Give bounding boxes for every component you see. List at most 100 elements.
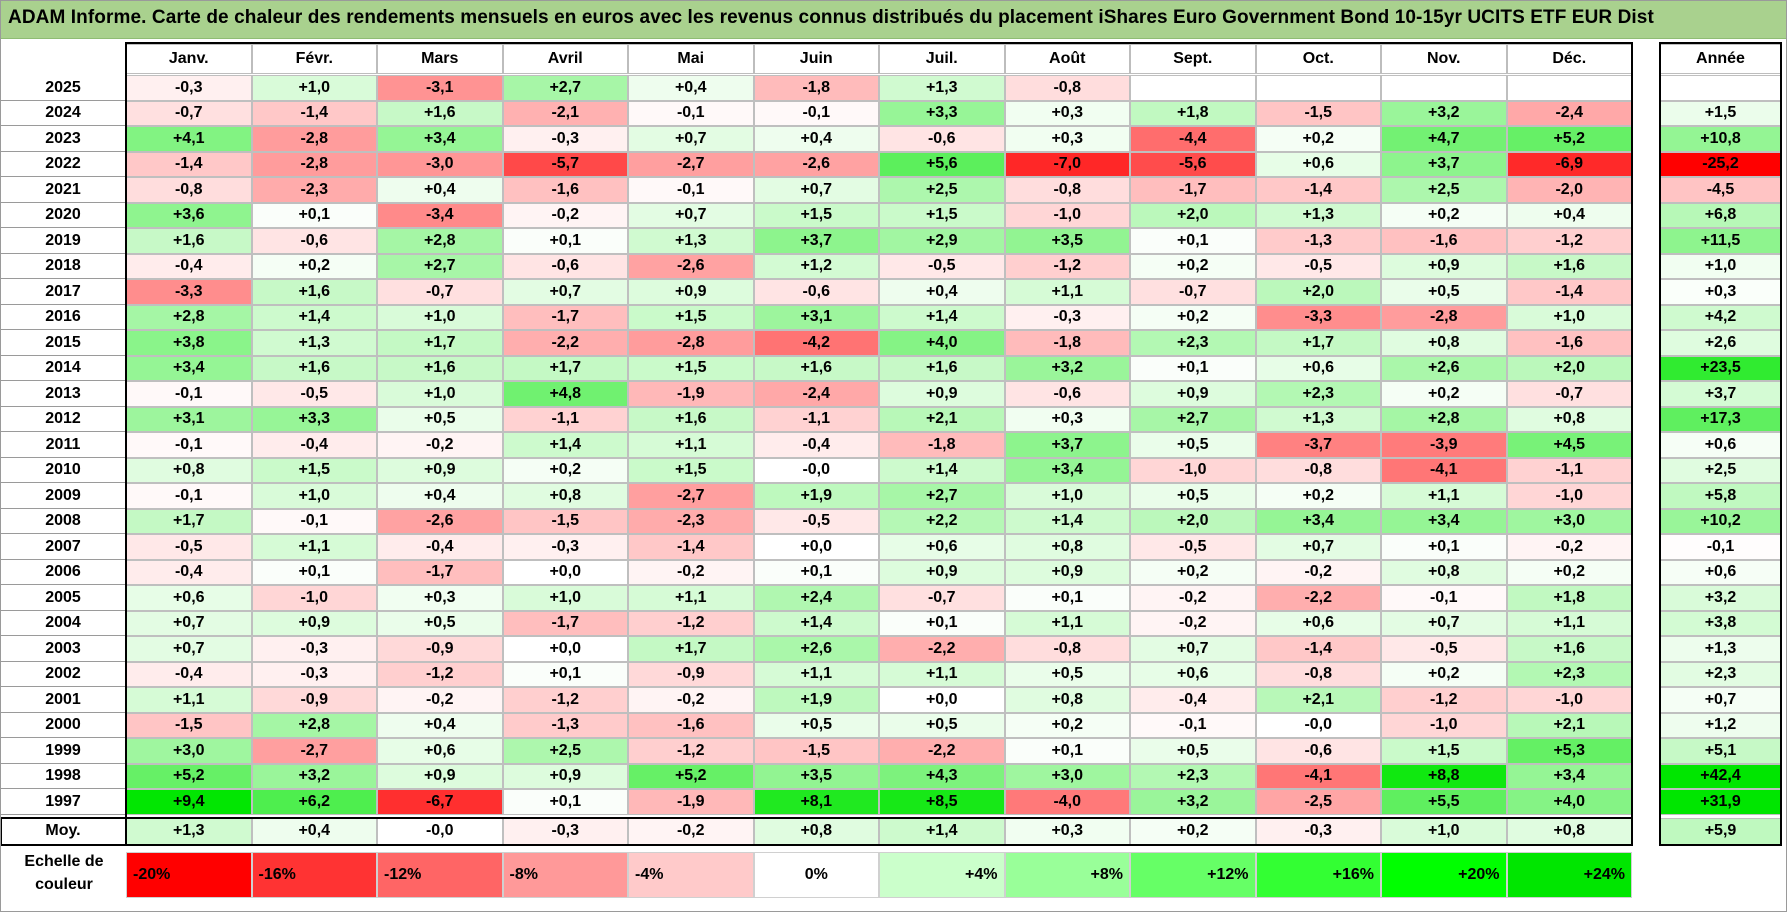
month-header-5: Mai — [628, 44, 754, 74]
heatmap-cell: +2,1 — [1506, 712, 1632, 738]
heatmap-cell: +1,0 — [251, 483, 377, 509]
row-year-label: 2005 — [0, 585, 126, 611]
heatmap-cell: -1,2 — [628, 738, 754, 764]
heatmap-cell: +1,6 — [1506, 636, 1632, 662]
heatmap-cell: +0,1 — [1130, 228, 1256, 254]
annual-cell: +1,2 — [1660, 712, 1781, 738]
heatmap-cell: +1,4 — [502, 432, 628, 458]
heatmap-cell: -1,2 — [1506, 228, 1632, 254]
annual-cell: +0,7 — [1660, 687, 1781, 713]
heatmap-cell: +1,6 — [251, 355, 377, 381]
heatmap-cell: -0,2 — [377, 687, 503, 713]
heatmap-cell: +2,8 — [126, 304, 252, 330]
heatmap-cell: -0,4 — [126, 253, 252, 279]
heatmap-cell: +0,7 — [1381, 610, 1507, 636]
heatmap-cell: -0,8 — [126, 177, 252, 203]
heatmap-cell: +0,5 — [753, 712, 879, 738]
heatmap-cell: +8,1 — [753, 789, 879, 815]
heatmap-cell: +0,5 — [1381, 279, 1507, 305]
heatmap-cell: -1,6 — [1381, 228, 1507, 254]
heatmap-cell: +0,9 — [1130, 381, 1256, 407]
heatmap-cell: +0,9 — [502, 763, 628, 789]
heatmap-cell: -2,8 — [1381, 304, 1507, 330]
annual-cell: +0,3 — [1660, 279, 1781, 305]
heatmap-cell: +0,7 — [126, 636, 252, 662]
row-year-label: 2019 — [0, 228, 126, 254]
row-divider — [0, 788, 126, 789]
heatmap-cell: -1,8 — [1004, 330, 1130, 356]
heatmap-cell: -4,4 — [1130, 126, 1256, 152]
heatmap-cell: -1,4 — [126, 151, 252, 177]
heatmap-cell: -2,4 — [753, 381, 879, 407]
heatmap-cell: +1,5 — [251, 457, 377, 483]
annual-cell: +10,8 — [1660, 126, 1781, 152]
heatmap-cell: +1,4 — [1004, 508, 1130, 534]
heatmap-cell: -2,7 — [628, 483, 754, 509]
heatmap-cell: -1,7 — [377, 559, 503, 585]
heatmap-cell: +1,5 — [628, 355, 754, 381]
heatmap-cell: +0,4 — [377, 712, 503, 738]
heatmap-cell: -7,0 — [1004, 151, 1130, 177]
heatmap-cell — [1130, 75, 1256, 101]
heatmap-cell: +1,9 — [753, 483, 879, 509]
row-year-label: 2008 — [0, 508, 126, 534]
row-divider — [0, 380, 126, 381]
heatmap-cell: +2,3 — [1130, 763, 1256, 789]
row-divider — [0, 303, 126, 305]
heatmap-cell: +0,9 — [377, 457, 503, 483]
heatmap-cell: -0,1 — [1381, 585, 1507, 611]
row-divider — [0, 150, 126, 152]
heatmap-cell: +5,2 — [1506, 126, 1632, 152]
month-header-10: Oct. — [1255, 44, 1381, 74]
row-divider — [0, 558, 126, 560]
heatmap-cell: +2,5 — [502, 738, 628, 764]
row-year-label: 2023 — [0, 126, 126, 152]
color-scale-swatch: +4% — [879, 852, 1005, 898]
row-divider — [0, 660, 126, 662]
heatmap-cell: +1,1 — [1004, 279, 1130, 305]
heatmap-cell: -3,4 — [377, 202, 503, 228]
annual-cell: +11,5 — [1660, 228, 1781, 254]
heatmap-cell: -1,2 — [1381, 687, 1507, 713]
heatmap-cell: +4,1 — [126, 126, 252, 152]
heatmap-cell: -1,4 — [1255, 177, 1381, 203]
heatmap-cell: +5,5 — [1381, 789, 1507, 815]
row-divider — [0, 482, 126, 483]
heatmap-cell: +3,7 — [753, 228, 879, 254]
heatmap-cell: -1,2 — [502, 687, 628, 713]
page-title: ADAM Informe. Carte de chaleur des rende… — [8, 7, 1654, 28]
heatmap-cell: -2,6 — [753, 151, 879, 177]
heatmap-cell: +0,5 — [1130, 738, 1256, 764]
color-scale-swatch: +12% — [1130, 852, 1256, 898]
heatmap-cell: -1,5 — [502, 508, 628, 534]
row-year-label: 2014 — [0, 355, 126, 381]
heatmap-cell: +1,6 — [753, 355, 879, 381]
heatmap-cell: -1,5 — [126, 712, 252, 738]
heatmap-cell: +0,6 — [1130, 661, 1256, 687]
row-year-label: 2020 — [0, 202, 126, 228]
heatmap-cell: +0,4 — [377, 483, 503, 509]
heatmap-cell: +3,4 — [1255, 508, 1381, 534]
annual-cell: +3,2 — [1660, 585, 1781, 611]
heatmap-cell: -0,9 — [628, 661, 754, 687]
row-divider — [0, 201, 126, 203]
heatmap-cell: +8,8 — [1381, 763, 1507, 789]
heatmap-cell: +0,6 — [879, 534, 1005, 560]
heatmap-cell: -0,8 — [1004, 177, 1130, 203]
heatmap-cell: +0,0 — [502, 636, 628, 662]
heatmap-cell: +0,2 — [1130, 559, 1256, 585]
heatmap-cell: +0,2 — [1506, 559, 1632, 585]
heatmap-cell: +1,4 — [879, 457, 1005, 483]
heatmap-cell: -0,1 — [126, 483, 252, 509]
heatmap-cell: +1,6 — [377, 100, 503, 126]
average-cell: +0,8 — [753, 817, 879, 845]
heatmap-cell: +4,7 — [1381, 126, 1507, 152]
heatmap-cell: -4,1 — [1255, 763, 1381, 789]
heatmap-cell: +0,9 — [1381, 253, 1507, 279]
heatmap-cell: +0,1 — [502, 661, 628, 687]
row-divider — [0, 125, 126, 126]
heatmap-cell: +3,3 — [251, 406, 377, 432]
month-header-6: Juin — [753, 44, 879, 74]
heatmap-cell: +0,3 — [377, 585, 503, 611]
